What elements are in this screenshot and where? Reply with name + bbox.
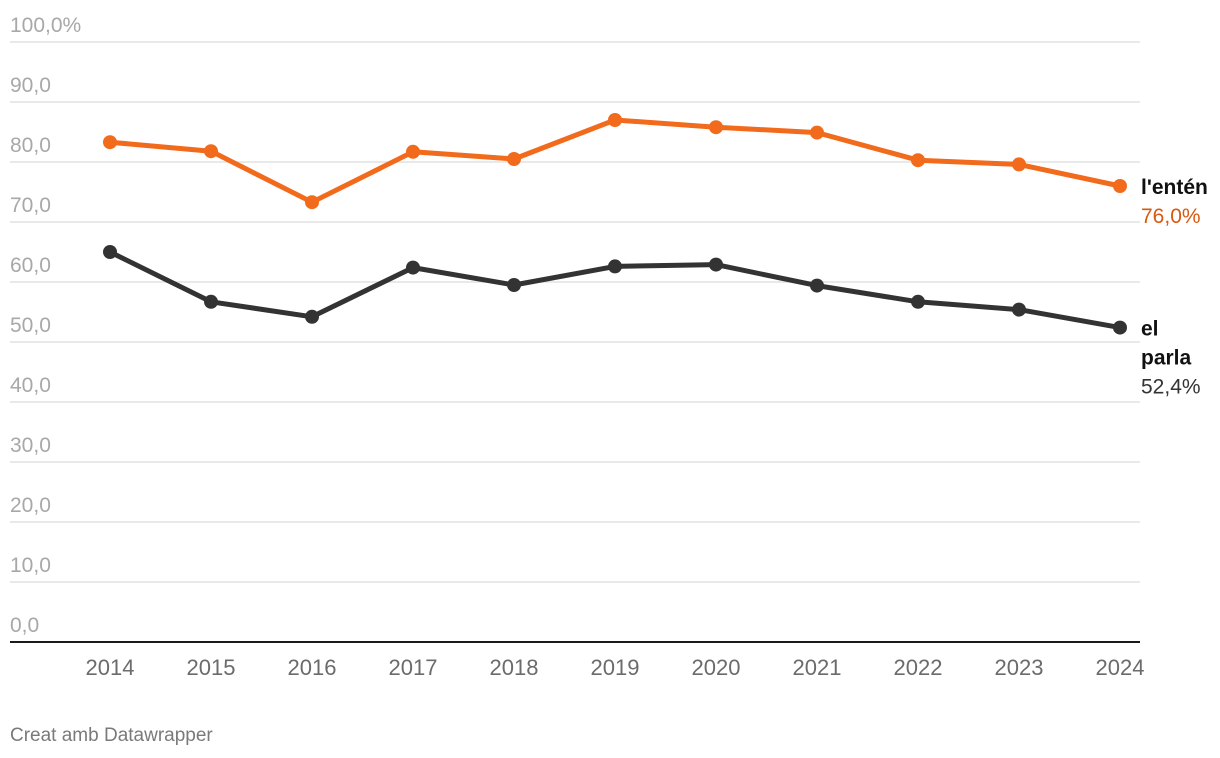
data-point[interactable] <box>810 125 824 140</box>
x-tick-label: 2020 <box>692 655 741 680</box>
series-1 <box>103 245 1127 335</box>
x-tick-label: 2021 <box>793 655 842 680</box>
data-point[interactable] <box>608 113 622 127</box>
y-tick-label: 80,0 <box>10 134 51 157</box>
y-tick-label: 90,0 <box>10 74 51 97</box>
x-tick-label: 2022 <box>894 655 943 680</box>
y-tick-label: 0,0 <box>10 614 39 637</box>
series-0 <box>103 113 1127 210</box>
series-name-label: parla <box>1141 347 1192 370</box>
data-point[interactable] <box>507 152 521 166</box>
x-tick-label: 2023 <box>995 655 1044 680</box>
data-point[interactable] <box>1012 157 1026 172</box>
x-tick-label: 2017 <box>389 655 438 680</box>
x-tick-label: 2024 <box>1096 655 1145 680</box>
data-point[interactable] <box>204 294 218 309</box>
data-point[interactable] <box>608 259 622 274</box>
data-point[interactable] <box>204 144 218 159</box>
data-point[interactable] <box>406 144 420 159</box>
data-point[interactable] <box>103 245 117 259</box>
x-tick-label: 2019 <box>591 655 640 680</box>
series-name-label: l'entén <box>1141 176 1208 199</box>
x-tick-label: 2016 <box>288 655 337 680</box>
data-point[interactable] <box>911 153 925 168</box>
series-line <box>107 117 1123 205</box>
series-value-label: 52,4% <box>1141 376 1201 399</box>
data-point[interactable] <box>406 260 420 275</box>
data-point[interactable] <box>507 278 521 292</box>
y-tick-label: 40,0 <box>10 374 51 397</box>
series-end-labels: l'entén 76,0% el parla 52,4% <box>1141 176 1208 399</box>
y-tick-label: 50,0 <box>10 314 51 337</box>
series-name-label: el <box>1141 318 1159 341</box>
x-tick-label: 2014 <box>86 655 135 680</box>
data-point[interactable] <box>305 195 319 210</box>
y-tick-label: 60,0 <box>10 254 51 277</box>
x-tick-label: 2015 <box>187 655 236 680</box>
data-point[interactable] <box>1113 320 1127 335</box>
data-point[interactable] <box>103 135 117 150</box>
data-point[interactable] <box>709 120 723 135</box>
data-point[interactable] <box>1113 179 1127 193</box>
datawrapper-credit[interactable]: Creat amb Datawrapper <box>10 725 213 746</box>
y-tick-label: 100,0% <box>10 14 81 37</box>
y-tick-label: 70,0 <box>10 194 51 217</box>
y-tick-label: 10,0 <box>10 554 51 577</box>
y-tick-label: 20,0 <box>10 494 51 517</box>
x-tick-label: 2018 <box>490 655 539 680</box>
data-point[interactable] <box>1012 302 1026 317</box>
data-point[interactable] <box>911 294 925 309</box>
x-axis-tick-labels: 2014 2015 2016 2017 2018 2019 2020 2021 2022 2023… <box>86 655 1145 680</box>
series-lines <box>103 113 1127 335</box>
data-point[interactable] <box>810 278 824 293</box>
data-point[interactable] <box>305 309 319 324</box>
data-point[interactable] <box>709 257 723 272</box>
series-value-label: 76,0% <box>1141 205 1201 228</box>
gridlines <box>10 41 1140 583</box>
y-axis-tick-labels: 0,0 10,0 20,0 30,0 40,0 50,0 60,0 70,0 80,0 90,0 1… <box>10 14 81 637</box>
y-tick-label: 30,0 <box>10 434 51 457</box>
